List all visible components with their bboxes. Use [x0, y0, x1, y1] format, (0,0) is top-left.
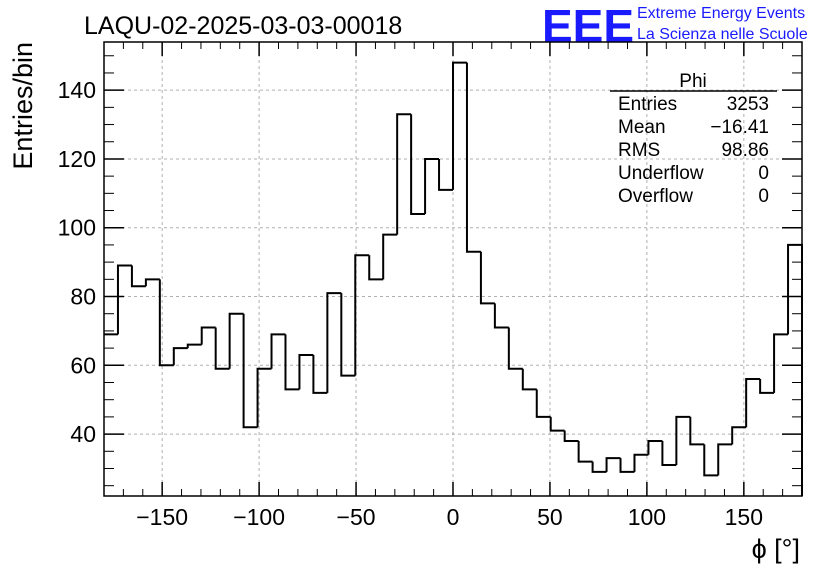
histogram-bin: [535, 389, 551, 418]
x-tick-label: −100: [233, 504, 285, 530]
histogram-bin: [410, 114, 426, 215]
histogram-bin: [382, 233, 398, 280]
histogram-bin: [130, 265, 146, 288]
histogram-bin: [340, 293, 356, 377]
logo-line-2: La Scienza nelle Scuole: [637, 26, 808, 43]
histogram-bin: [326, 292, 342, 393]
y-tick-label: 40: [70, 421, 96, 447]
chart-title: LAQU-02-2025-03-03-00018: [84, 12, 402, 40]
histogram-bin: [689, 416, 705, 446]
histogram-bin: [172, 347, 188, 366]
eee-logo: EEE Extreme Energy Events La Scienza nel…: [542, 0, 808, 52]
histogram-bin: [717, 443, 733, 476]
histogram-bin: [116, 264, 132, 335]
stats-box-name: Phi: [679, 71, 706, 92]
histogram-bin: [661, 440, 677, 467]
x-tick-label: 100: [628, 504, 666, 530]
histogram-bin: [284, 334, 300, 391]
histogram-bin: [242, 313, 258, 429]
histogram-bin: [647, 439, 663, 455]
histogram-bin: [493, 303, 509, 329]
histogram-bin: [549, 416, 565, 432]
stats-overflow-value: 0: [758, 186, 769, 207]
histogram-bin: [633, 453, 649, 472]
x-tick-label: −150: [136, 504, 188, 530]
histogram-bin: [438, 158, 453, 191]
histogram-bin: [298, 353, 314, 390]
histogram-bin: [507, 327, 523, 370]
stats-entries-value: 3253: [727, 94, 769, 115]
histogram-bin: [591, 461, 607, 473]
histogram-bin: [228, 312, 244, 369]
histogram-bin: [256, 367, 272, 428]
y-tick-label: 60: [70, 352, 96, 378]
histogram-bin: [158, 279, 174, 367]
histogram-series: [104, 61, 803, 496]
stats-underflow-value: 0: [758, 163, 769, 184]
histogram-bin: [396, 113, 412, 235]
histogram-bin: [731, 426, 747, 445]
stats-mean-value: −16.41: [710, 117, 769, 138]
histogram-bin: [312, 354, 328, 394]
histogram-bin: [675, 415, 691, 466]
histogram-bin: [605, 457, 621, 472]
histogram-bin: [745, 378, 761, 428]
histogram-bin: [144, 278, 160, 287]
y-tick-label: 120: [58, 146, 96, 172]
x-tick-label: −50: [337, 504, 376, 530]
stats-overflow-label: Overflow: [618, 186, 693, 207]
y-tick-label: 80: [70, 284, 96, 310]
stats-box: Phi Entries 3253 Mean −16.41 RMS 98.86 U…: [610, 71, 777, 207]
histogram-bin: [773, 333, 789, 393]
axis-ticks: [104, 42, 802, 496]
histogram-bin: [703, 444, 719, 477]
histogram-bin: [424, 157, 440, 214]
histogram-bin: [186, 343, 202, 349]
histogram-bin: [577, 440, 593, 463]
histogram-bin: [200, 326, 216, 345]
y-tick-label: 140: [58, 77, 96, 103]
histogram-bin: [214, 327, 230, 370]
histogram-bin: [452, 61, 467, 190]
x-tick-labels: −150 −100 −50 0 50 100 150: [136, 504, 763, 530]
histogram-bin: [787, 243, 803, 496]
x-tick-label: 0: [447, 504, 460, 530]
histogram-bin: [270, 333, 286, 369]
histogram-bin: [479, 251, 495, 305]
histogram-bin: [521, 368, 537, 391]
histogram-bin: [465, 62, 481, 253]
histogram-bin: [759, 379, 775, 394]
stats-mean-label: Mean: [618, 117, 666, 138]
histogram-bin: [619, 458, 635, 473]
eee-logo-text: EEE: [542, 0, 634, 52]
stats-entries-label: Entries: [618, 94, 677, 115]
histogram-bin: [354, 254, 370, 376]
x-tick-label: 50: [537, 504, 563, 530]
y-axis-title: Entries/bin: [8, 42, 38, 170]
histogram-bin: [563, 430, 579, 442]
y-tick-labels: 40 60 80 100 120 140: [58, 77, 96, 447]
x-axis-title: ϕ [°]: [752, 534, 800, 564]
y-tick-label: 100: [58, 215, 96, 241]
x-tick-label: 150: [725, 504, 763, 530]
stats-rms-value: 98.86: [721, 140, 769, 161]
stats-underflow-label: Underflow: [618, 163, 704, 184]
histogram-bin: [368, 255, 384, 281]
logo-line-1: Extreme Energy Events: [637, 5, 805, 22]
stats-rms-label: RMS: [618, 140, 660, 161]
